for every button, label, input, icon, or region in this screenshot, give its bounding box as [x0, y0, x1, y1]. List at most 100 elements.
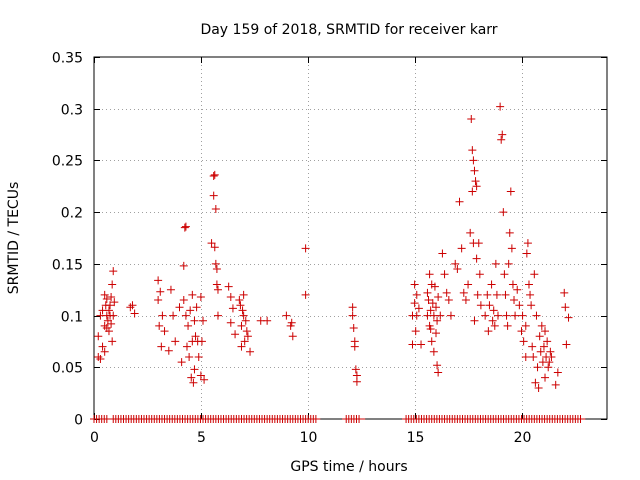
- data-point: [432, 303, 440, 312]
- data-point: [527, 301, 536, 310]
- data-point: [100, 321, 109, 330]
- data-point: [192, 303, 201, 312]
- data-point: [519, 337, 528, 346]
- x-tick-labels: 0 5 10 15 20: [90, 430, 531, 446]
- zero-point: [311, 415, 320, 423]
- data-point: [180, 223, 189, 232]
- data-point: [239, 290, 248, 299]
- data-point: [108, 280, 117, 289]
- data-point: [490, 321, 499, 330]
- data-point: [177, 358, 186, 367]
- data-point: [211, 259, 220, 268]
- data-point: [472, 254, 481, 263]
- data-point: [481, 311, 490, 320]
- data-point: [442, 288, 451, 297]
- data-point: [301, 244, 310, 253]
- axis-ticks: [94, 57, 607, 420]
- data-point: [209, 191, 218, 200]
- data-point: [191, 332, 200, 341]
- x-tick-label: 20: [514, 430, 532, 446]
- data-point: [157, 342, 166, 351]
- data-point: [412, 311, 421, 320]
- data-point: [511, 311, 520, 320]
- data-point: [467, 115, 476, 124]
- data-point: [522, 249, 531, 258]
- data-point: [541, 327, 550, 336]
- data-point: [453, 265, 462, 274]
- data-point: [417, 340, 426, 349]
- data-point: [179, 261, 188, 270]
- data-point: [424, 296, 433, 305]
- data-point: [104, 306, 113, 315]
- data-point: [236, 301, 245, 310]
- data-point: [485, 301, 494, 310]
- data-point: [444, 296, 453, 305]
- data-point: [107, 319, 116, 328]
- data-point: [426, 325, 435, 334]
- data-point: [100, 347, 109, 356]
- data-point: [408, 340, 417, 349]
- data-point: [237, 321, 246, 330]
- zero-point: [576, 415, 585, 423]
- data-point: [524, 280, 533, 289]
- x-tick-label: 5: [197, 430, 206, 446]
- data-point: [94, 352, 103, 361]
- data-point: [226, 318, 235, 327]
- data-point: [226, 292, 235, 301]
- data-point: [109, 267, 118, 276]
- data-point: [126, 303, 135, 312]
- data-point: [461, 296, 470, 305]
- data-point: [468, 187, 477, 196]
- data-point: [451, 259, 460, 268]
- data-point: [235, 296, 244, 305]
- data-point: [186, 306, 195, 315]
- data-point: [224, 282, 233, 291]
- data-point: [166, 285, 175, 294]
- data-point: [498, 130, 507, 139]
- data-point: [446, 311, 455, 320]
- data-point: [212, 280, 221, 289]
- data-point: [543, 337, 552, 346]
- data-point: [348, 303, 357, 312]
- data-point: [98, 342, 107, 351]
- data-point: [238, 306, 247, 315]
- data-point: [423, 288, 432, 297]
- data-point: [475, 270, 484, 279]
- data-point: [528, 342, 537, 351]
- data-point: [246, 347, 255, 356]
- data-point: [564, 313, 573, 322]
- data-point: [352, 371, 361, 380]
- y-tick-label: 0.35: [52, 51, 83, 67]
- data-point: [529, 352, 538, 361]
- data-point: [429, 347, 438, 356]
- x-tick-label: 15: [407, 430, 425, 446]
- data-point: [428, 299, 437, 308]
- data-point: [464, 280, 473, 289]
- data-point: [472, 182, 481, 191]
- data-point: [518, 311, 527, 320]
- data-point: [510, 296, 519, 305]
- data-point: [213, 311, 222, 320]
- data-point: [282, 311, 291, 320]
- data-point: [427, 280, 436, 289]
- data-point: [427, 337, 436, 346]
- y-tick-label: 0.05: [52, 361, 83, 377]
- data-point: [513, 285, 522, 294]
- data-point: [231, 330, 240, 339]
- data-point: [497, 135, 506, 144]
- data-point: [243, 332, 252, 341]
- data-point: [194, 352, 203, 361]
- data-point: [287, 318, 296, 327]
- data-point: [425, 270, 434, 279]
- data-point: [411, 327, 420, 336]
- data-point: [237, 342, 246, 351]
- data-point: [228, 304, 237, 313]
- y-tick-label: 0.25: [52, 154, 83, 170]
- data-point: [536, 347, 545, 356]
- data-point: [434, 292, 443, 301]
- data-point: [503, 321, 512, 330]
- data-point: [158, 311, 167, 320]
- data-point: [412, 290, 421, 299]
- data-point: [430, 282, 439, 291]
